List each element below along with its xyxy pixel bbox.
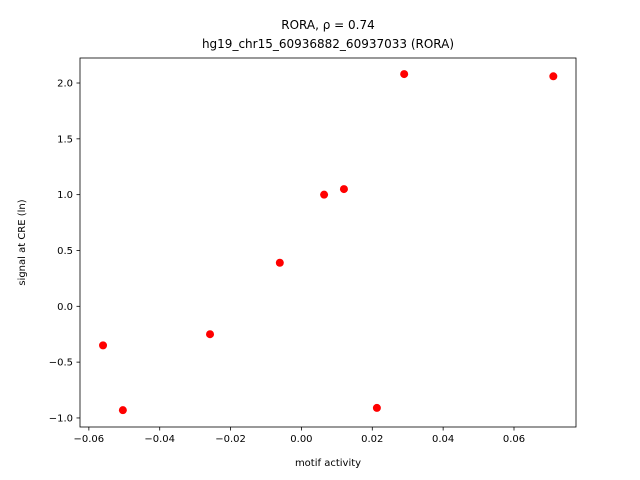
y-tick-label: 1.0: [57, 190, 73, 201]
y-axis-label: signal at CRE (ln): [17, 199, 28, 285]
point: [372, 403, 381, 412]
chart-title: RORA, ρ = 0.74: [281, 18, 375, 32]
y-tick-label: 0.0: [57, 302, 73, 313]
x-tick-label: 0.00: [290, 434, 312, 445]
point: [339, 185, 348, 194]
y-tick-label: −0.5: [49, 358, 73, 369]
chart-subtitle: hg19_chr15_60936882_60937033 (RORA): [202, 37, 454, 51]
point: [99, 341, 108, 350]
y-tick-label: 1.5: [57, 134, 73, 145]
y-tick-label: 0.5: [57, 246, 73, 257]
point: [206, 330, 215, 339]
x-tick-label: 0.06: [503, 434, 525, 445]
x-tick-label: 0.02: [361, 434, 383, 445]
x-axis-label: motif activity: [295, 458, 361, 469]
y-tick-label: −1.0: [49, 413, 73, 424]
point: [118, 406, 127, 415]
x-tick-label: −0.02: [215, 434, 246, 445]
y-tick-label: 2.0: [57, 79, 73, 90]
x-tick-label: 0.04: [432, 434, 454, 445]
point: [320, 190, 329, 199]
point: [549, 72, 558, 81]
point: [400, 70, 409, 79]
plot-frame: [79, 57, 577, 428]
x-tick-label: −0.04: [144, 434, 175, 445]
point: [275, 258, 284, 267]
x-tick-label: −0.06: [74, 434, 105, 445]
